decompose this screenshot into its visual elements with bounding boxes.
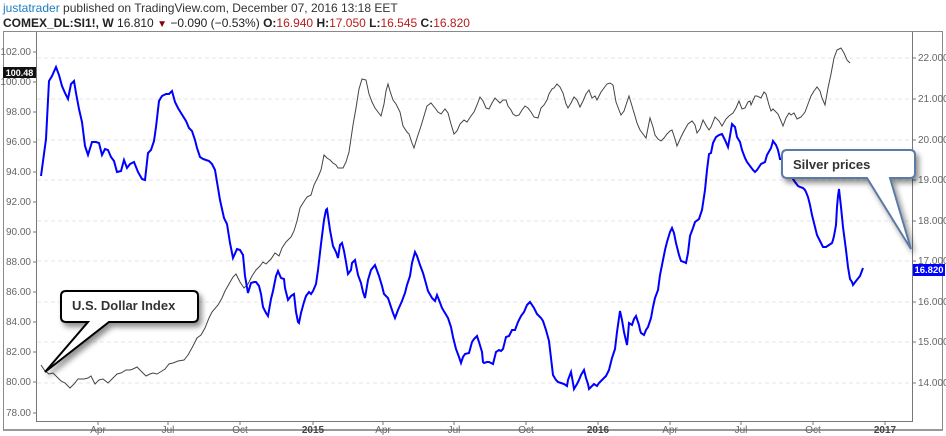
svg-text:86.00: 86.00 — [6, 287, 31, 298]
gridlines — [37, 57, 912, 384]
dollar-index-callout[interactable] — [44, 290, 199, 373]
svg-text:16.820: 16.820 — [914, 265, 943, 276]
svg-text:78.00: 78.00 — [6, 408, 31, 419]
last-price: 16.810 — [117, 16, 154, 30]
svg-text:100.48: 100.48 — [6, 68, 34, 78]
svg-text:14.000: 14.000 — [918, 378, 946, 389]
svg-text:17.000: 17.000 — [918, 256, 946, 267]
svg-text:Oct: Oct — [518, 425, 534, 436]
left-axis-ticks — [33, 51, 36, 414]
dollar-index-label: U.S. Dollar Index — [72, 298, 176, 313]
svg-text:15.000: 15.000 — [918, 337, 946, 348]
price-change: −0.090 (−0.53%) — [170, 16, 260, 30]
author-link[interactable]: justatrader — [3, 1, 60, 15]
low-value: 16.545 — [380, 16, 418, 30]
high-value: 17.050 — [329, 16, 366, 30]
svg-text:Oct: Oct — [232, 425, 248, 436]
svg-text:88.00: 88.00 — [6, 257, 31, 268]
open-label: O: — [263, 16, 277, 30]
svg-text:Jul: Jul — [735, 425, 748, 436]
svg-text:2015: 2015 — [302, 425, 325, 436]
svg-text:92.00: 92.00 — [6, 197, 31, 208]
high-label: H: — [316, 16, 330, 30]
svg-text:Apr: Apr — [90, 425, 106, 436]
chart-frame — [3, 31, 943, 431]
svg-text:20.000: 20.000 — [918, 135, 946, 146]
svg-text:2016: 2016 — [587, 425, 610, 436]
svg-text:22.000: 22.000 — [918, 53, 946, 64]
low-label: L: — [369, 16, 381, 30]
svg-text:98.00: 98.00 — [6, 107, 31, 118]
silver-price-line — [40, 64, 864, 392]
dxy-value-badge: 100.48 — [3, 67, 36, 78]
symbol-name: COMEX_DL:SI1!, W — [3, 16, 114, 30]
svg-text:2017: 2017 — [874, 425, 897, 436]
svg-text:82.00: 82.00 — [6, 347, 31, 358]
svg-text:19.000: 19.000 — [918, 175, 946, 186]
publish-info: published on TradingView.com, December 0… — [63, 1, 398, 15]
silver-callout[interactable] — [781, 149, 916, 250]
x-axis-labels: Apr Jul Oct 2015 Apr Jul Oct 2016 Apr Ju… — [90, 425, 896, 436]
down-arrow-icon: ▼ — [157, 19, 167, 30]
right-axis-ticks — [913, 57, 916, 384]
svg-text:100.00: 100.00 — [0, 77, 31, 88]
close-label: C: — [420, 16, 434, 30]
svg-text:Apr: Apr — [662, 425, 678, 436]
left-axis-labels: 102.00 100.00 98.00 96.00 94.00 92.00 90… — [0, 47, 31, 419]
silver-value-badge: 16.820 — [913, 264, 945, 276]
svg-text:Jul: Jul — [162, 425, 175, 436]
open-value: 16.940 — [276, 16, 314, 30]
svg-text:90.00: 90.00 — [6, 227, 31, 238]
svg-text:21.000: 21.000 — [918, 94, 946, 105]
svg-text:16.000: 16.000 — [918, 297, 946, 308]
svg-text:Oct: Oct — [805, 425, 821, 436]
svg-text:Apr: Apr — [375, 425, 391, 436]
x-axis-ticks — [97, 421, 886, 425]
symbol-line: COMEX_DL:SI1!, W 16.810 ▼ −0.090 (−0.53%… — [3, 16, 470, 30]
svg-text:80.00: 80.00 — [6, 377, 31, 388]
svg-text:102.00: 102.00 — [0, 47, 31, 58]
publish-line: justatrader published on TradingView.com… — [3, 1, 398, 15]
svg-text:84.00: 84.00 — [6, 317, 31, 328]
right-axis-labels: 22.000 21.000 20.000 19.000 18.000 17.00… — [918, 53, 946, 389]
silver-label: Silver prices — [793, 157, 870, 172]
dollar-index-line — [40, 47, 851, 389]
close-value: 16.820 — [433, 16, 470, 30]
svg-text:18.000: 18.000 — [918, 216, 946, 227]
svg-text:Jul: Jul — [448, 425, 461, 436]
svg-text:94.00: 94.00 — [6, 167, 31, 178]
svg-text:96.00: 96.00 — [6, 137, 31, 148]
